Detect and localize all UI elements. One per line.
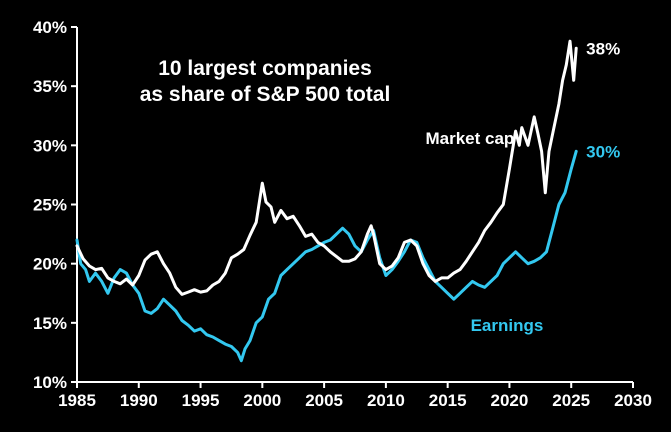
x-tick-label: 2015 xyxy=(429,391,467,410)
end-value-label-earnings: 30% xyxy=(586,142,620,161)
series-line-market-cap xyxy=(75,39,578,296)
chart-title-line-1: 10 largest companies xyxy=(158,57,372,80)
x-tick-label: 1990 xyxy=(120,391,158,410)
y-tick-label: 30% xyxy=(33,136,67,155)
series-annotation-earnings: Earnings xyxy=(471,316,544,335)
y-tick-label: 25% xyxy=(33,196,67,215)
x-tick-label: 2000 xyxy=(243,391,281,410)
end-value-label-market-cap: 38% xyxy=(586,39,620,58)
x-tick-label: 1995 xyxy=(182,391,220,410)
y-tick-label: 15% xyxy=(33,314,67,333)
y-tick-label: 40% xyxy=(33,18,67,37)
axes: 10% 15% 20% 25% 30% 35% 40% 1985 1990 1995 2000 200… xyxy=(33,18,652,410)
labels-layer: 30% 38% Market cap Earnings xyxy=(425,39,620,335)
x-tick-label: 2010 xyxy=(367,391,405,410)
y-tick-label: 20% xyxy=(33,255,67,274)
chart-title-line-2: as share of S&P 500 total xyxy=(140,83,391,106)
x-tick-label: 1985 xyxy=(58,391,96,410)
x-tick-label: 2025 xyxy=(552,391,590,410)
y-tick-label: 10% xyxy=(33,373,67,392)
series-annotation-market-cap: Market cap xyxy=(425,129,514,148)
x-tick-label: 2020 xyxy=(491,391,529,410)
y-tick-label: 35% xyxy=(33,77,67,96)
x-tick-label: 2030 xyxy=(614,391,652,410)
series-layer xyxy=(75,39,578,363)
x-tick-label: 2005 xyxy=(305,391,343,410)
